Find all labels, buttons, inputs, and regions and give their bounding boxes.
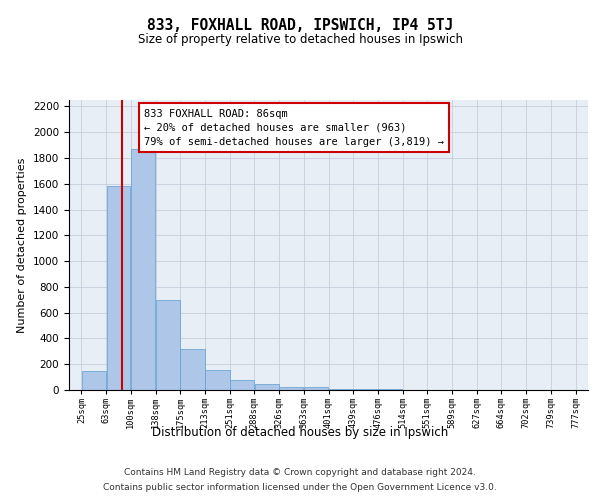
- Bar: [329, 388, 353, 390]
- Bar: [107, 186, 130, 390]
- Bar: [156, 300, 180, 390]
- Bar: [280, 387, 303, 390]
- Bar: [230, 380, 254, 390]
- Text: Size of property relative to detached houses in Ipswich: Size of property relative to detached ho…: [137, 32, 463, 46]
- Bar: [82, 370, 106, 390]
- Y-axis label: Number of detached properties: Number of detached properties: [17, 158, 28, 332]
- Text: 833, FOXHALL ROAD, IPSWICH, IP4 5TJ: 833, FOXHALL ROAD, IPSWICH, IP4 5TJ: [147, 18, 453, 32]
- Text: Contains public sector information licensed under the Open Government Licence v3: Contains public sector information licen…: [103, 483, 497, 492]
- Bar: [180, 350, 205, 390]
- Text: 833 FOXHALL ROAD: 86sqm
← 20% of detached houses are smaller (963)
79% of semi-d: 833 FOXHALL ROAD: 86sqm ← 20% of detache…: [144, 108, 444, 146]
- Bar: [254, 384, 279, 390]
- Text: Distribution of detached houses by size in Ipswich: Distribution of detached houses by size …: [152, 426, 448, 439]
- Text: Contains HM Land Registry data © Crown copyright and database right 2024.: Contains HM Land Registry data © Crown c…: [124, 468, 476, 477]
- Bar: [304, 388, 328, 390]
- Bar: [131, 149, 155, 390]
- Bar: [205, 370, 230, 390]
